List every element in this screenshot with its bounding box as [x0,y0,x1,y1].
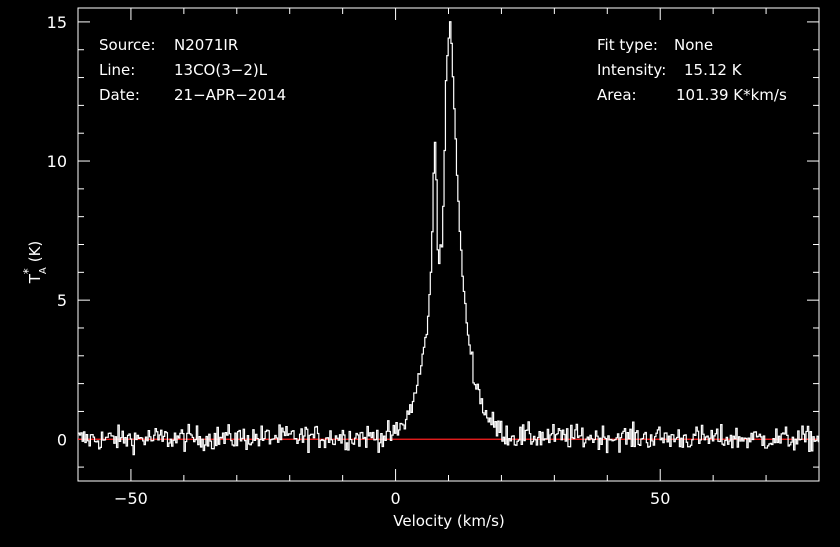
spectrum-line [78,21,819,456]
y-tick-label: 5 [57,291,67,310]
source-value: N2071IR [174,36,238,54]
x-axis-title: Velocity (km/s) [393,512,504,530]
y-tick-label: 15 [47,13,67,32]
y-axis-title: TA* (K) [21,241,49,285]
y-tick-label: 10 [47,152,67,171]
line-value: 13CO(3−2)L [174,61,268,79]
date-value: 21−APR−2014 [174,86,286,104]
fit-type-value: None [674,36,713,54]
svg-text:TA*(K): TA* (K) [21,241,49,285]
y-axis-title-sup: * [21,268,35,274]
x-tick-label: 50 [650,489,670,508]
intensity-value: 15.12 K [684,61,743,79]
x-tick-label: −50 [114,489,148,508]
fit-type-key: Fit type: [597,36,658,54]
x-tick-label: 0 [390,489,400,508]
line-key: Line: [99,61,135,79]
y-tick-label: 0 [57,430,67,449]
y-axis-title-main: T [26,273,44,284]
area-key: Area: [597,86,637,104]
date-key: Date: [99,86,140,104]
y-axis-title-unit: (K) [26,241,44,263]
source-key: Source: [99,36,156,54]
y-axis-title-sub: A [38,267,49,274]
area-value: 101.39 K*km/s [676,86,787,104]
intensity-key: Intensity: [597,61,666,79]
